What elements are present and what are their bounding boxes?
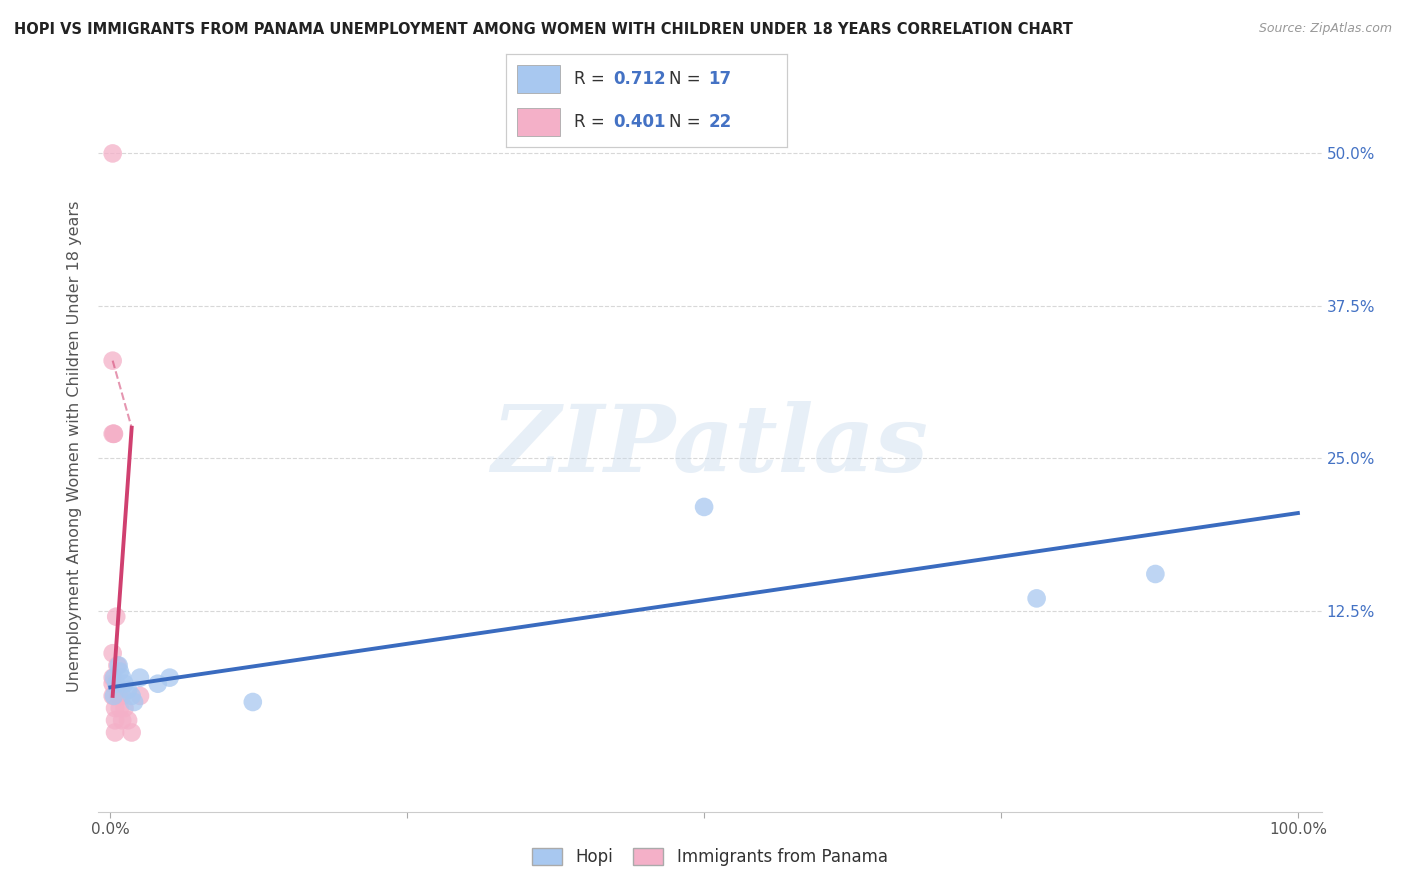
Point	[129, 671, 152, 685]
Text: Source: ZipAtlas.com: Source: ZipAtlas.com	[1258, 22, 1392, 36]
Text: N =: N =	[669, 70, 706, 87]
Text: 0.712: 0.712	[613, 70, 665, 87]
Point	[105, 676, 128, 690]
Point	[108, 665, 131, 679]
Y-axis label: Unemployment Among Women with Children Under 18 years: Unemployment Among Women with Children U…	[67, 201, 83, 691]
Point	[101, 146, 124, 161]
Point	[693, 500, 716, 514]
Point	[121, 689, 143, 703]
Point	[104, 701, 127, 715]
Point	[1144, 567, 1167, 582]
Text: HOPI VS IMMIGRANTS FROM PANAMA UNEMPLOYMENT AMONG WOMEN WITH CHILDREN UNDER 18 Y: HOPI VS IMMIGRANTS FROM PANAMA UNEMPLOYM…	[14, 22, 1073, 37]
Point	[146, 676, 169, 690]
Point	[121, 725, 143, 739]
Text: 17: 17	[709, 70, 731, 87]
Point	[129, 689, 152, 703]
Text: ZIPatlas: ZIPatlas	[492, 401, 928, 491]
Point	[103, 689, 125, 703]
Point	[1025, 591, 1047, 606]
Point	[103, 426, 125, 441]
Point	[111, 689, 134, 703]
Point	[111, 714, 134, 728]
Point	[108, 701, 131, 715]
Point	[107, 658, 129, 673]
Text: N =: N =	[669, 113, 706, 131]
Point	[101, 426, 124, 441]
Point	[107, 689, 129, 703]
Point	[242, 695, 264, 709]
Point	[101, 671, 124, 685]
Point	[117, 714, 139, 728]
Point	[159, 671, 181, 685]
Point	[101, 689, 124, 703]
Legend: Hopi, Immigrants from Panama: Hopi, Immigrants from Panama	[526, 841, 894, 873]
Point	[101, 676, 124, 690]
Text: R =: R =	[574, 113, 610, 131]
Point	[122, 695, 145, 709]
Point	[117, 682, 139, 697]
Text: 22: 22	[709, 113, 733, 131]
FancyBboxPatch shape	[517, 108, 560, 136]
Point	[104, 725, 127, 739]
Point	[103, 426, 125, 441]
Text: 0.401: 0.401	[613, 113, 665, 131]
Point	[101, 646, 124, 660]
Point	[104, 714, 127, 728]
Point	[107, 658, 129, 673]
Point	[111, 671, 134, 685]
Point	[114, 701, 136, 715]
Point	[114, 676, 136, 690]
Point	[105, 609, 128, 624]
Point	[101, 353, 124, 368]
FancyBboxPatch shape	[517, 65, 560, 93]
Text: R =: R =	[574, 70, 610, 87]
Point	[103, 671, 125, 685]
